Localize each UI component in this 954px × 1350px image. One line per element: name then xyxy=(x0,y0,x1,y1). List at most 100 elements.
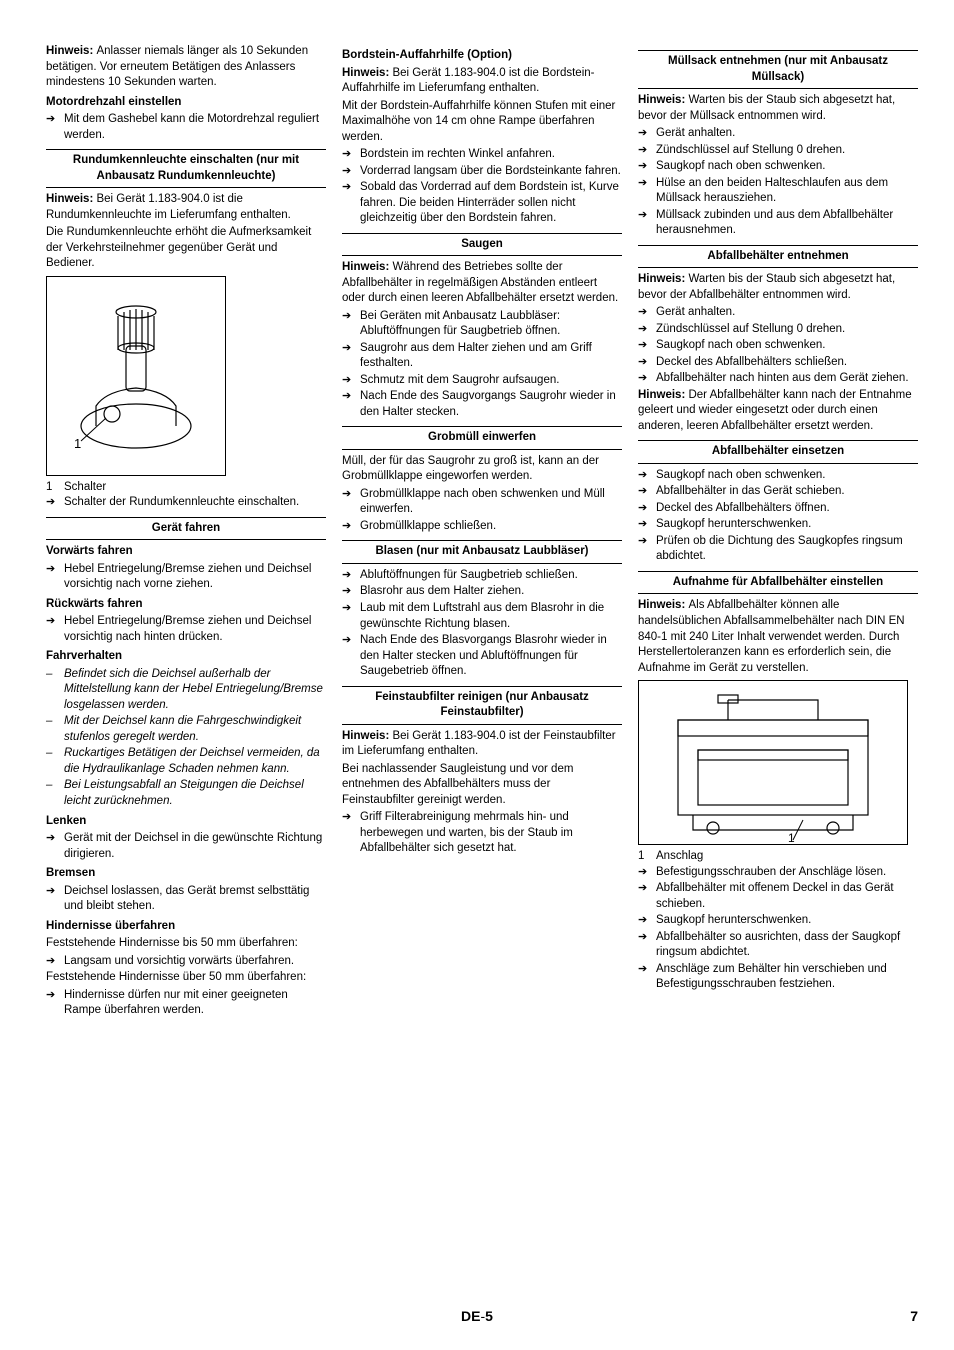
arrow-list: Hebel Entriegelung/Bremse ziehen und Dei… xyxy=(46,562,326,593)
list-item: Abfallbehälter so ausrichten, dass der S… xyxy=(638,930,918,961)
list-item: Abfallbehälter in das Gerät schieben. xyxy=(638,484,918,500)
footer-subpage: 5 xyxy=(485,1307,493,1326)
list-item: Befindet sich die Deichsel außerhalb der… xyxy=(46,667,326,714)
page-footer: DE - 5 7 xyxy=(0,1307,954,1326)
list-item: Nach Ende des Blasvorgangs Blasrohr wied… xyxy=(342,633,622,680)
subheading: Bremsen xyxy=(46,866,326,882)
list-item: Prüfen ob die Dichtung des Saugkopfes ri… xyxy=(638,534,918,565)
caption-number: 1 xyxy=(638,849,644,865)
list-item: Mit der Deichsel kann die Fahrgeschwindi… xyxy=(46,714,326,745)
column-2: Bordstein-Auffahrhilfe (Option) Hinweis:… xyxy=(342,44,622,1020)
list-item: Hindernisse dürfen nur mit einer geeigne… xyxy=(46,988,326,1019)
list-item: Vorderrad langsam über die Bordsteinkant… xyxy=(342,164,622,180)
caption-text: Schalter xyxy=(64,481,106,493)
paragraph: Mit der Bordstein-Auffahrhilfe können St… xyxy=(342,99,622,146)
beacon-figure: 1 xyxy=(46,276,226,476)
subheading: Lenken xyxy=(46,814,326,830)
list-item: Mit dem Gashebel kann die Motordrehzal r… xyxy=(46,112,326,143)
list-item: Abfallbehälter nach hinten aus dem Gerät… xyxy=(638,371,918,387)
list-item: Blasrohr aus dem Halter ziehen. xyxy=(342,584,622,600)
hint-label: Hinweis: xyxy=(638,94,688,106)
subheading: Bordstein-Auffahrhilfe (Option) xyxy=(342,48,622,64)
figure-caption: 1 Schalter xyxy=(46,480,326,496)
section-heading: Abfallbehälter entnehmen xyxy=(638,245,918,269)
subheading: Hindernisse überfahren xyxy=(46,919,326,935)
subheading: Rückwärts fahren xyxy=(46,597,326,613)
figure-callout-1: 1 xyxy=(74,436,81,451)
arrow-list: Bordstein im rechten Winkel anfahren. Vo… xyxy=(342,147,622,227)
column-3: Müllsack entnehmen (nur mit Anbausatz Mü… xyxy=(638,44,918,1020)
list-item: Deckel des Abfallbehälters schließen. xyxy=(638,355,918,371)
list-item: Saugkopf nach oben schwenken. xyxy=(638,468,918,484)
section-heading: Feinstaubfilter reinigen (nur Anbausatz … xyxy=(342,686,622,725)
arrow-list: Befestigungsschrauben der Anschläge löse… xyxy=(638,865,918,993)
list-item: Gerät mit der Deichsel in die gewünschte… xyxy=(46,831,326,862)
caption-number: 1 xyxy=(46,480,52,496)
section-heading: Müllsack entnehmen (nur mit Anbausatz Mü… xyxy=(638,50,918,89)
dash-list: Befindet sich die Deichsel außerhalb der… xyxy=(46,667,326,810)
list-item: Hülse an den beiden Halteschlaufen aus d… xyxy=(638,176,918,207)
list-item: Zündschlüssel auf Stellung 0 drehen. xyxy=(638,143,918,159)
hint-label: Hinweis: xyxy=(342,730,392,742)
hint-text: Hinweis: Warten bis der Staub sich abges… xyxy=(638,93,918,124)
list-item: Deckel des Abfallbehälters öffnen. xyxy=(638,501,918,517)
arrow-list: Gerät anhalten. Zündschlüssel auf Stellu… xyxy=(638,305,918,387)
list-item: Hebel Entriegelung/Bremse ziehen und Dei… xyxy=(46,614,326,645)
list-item: Anschläge zum Behälter hin verschieben u… xyxy=(638,962,918,993)
hint-text: Hinweis: Bei Gerät 1.183-904.0 ist die B… xyxy=(342,66,622,97)
arrow-list: Griff Filterabreinigung mehrmals hin- un… xyxy=(342,810,622,857)
section-heading: Abfallbehälter einsetzen xyxy=(638,440,918,464)
list-item: Zündschlüssel auf Stellung 0 drehen. xyxy=(638,322,918,338)
arrow-list: Abluftöffnungen für Saugbetrieb schließe… xyxy=(342,568,622,680)
list-item: Abluftöffnungen für Saugbetrieb schließe… xyxy=(342,568,622,584)
hint-label: Hinweis: xyxy=(342,261,392,273)
list-item: Nach Ende des Saugvorgangs Saugrohr wied… xyxy=(342,389,622,420)
footer-lang: DE xyxy=(461,1307,480,1326)
list-item: Befestigungsschrauben der Anschläge löse… xyxy=(638,865,918,881)
arrow-list: Mit dem Gashebel kann die Motordrehzal r… xyxy=(46,112,326,143)
subheading: Fahrverhalten xyxy=(46,649,326,665)
paragraph: Feststehende Hindernisse über 50 mm über… xyxy=(46,970,326,986)
arrow-list: Saugkopf nach oben schwenken. Abfallbehä… xyxy=(638,468,918,565)
container-figure: 1 xyxy=(638,680,908,845)
column-1: Hinweis: Anlasser niemals länger als 10 … xyxy=(46,44,326,1020)
hint-label: Hinweis: xyxy=(46,193,96,205)
list-item: Griff Filterabreinigung mehrmals hin- un… xyxy=(342,810,622,857)
section-heading: Grobmüll einwerfen xyxy=(342,426,622,450)
hint-text: Hinweis: Bei Gerät 1.183-904.0 ist die R… xyxy=(46,192,326,223)
arrow-list: Langsam und vorsichtig vorwärts überfahr… xyxy=(46,954,326,970)
list-item: Müllsack zubinden und aus dem Abfallbehä… xyxy=(638,208,918,239)
hint-text: Hinweis: Der Abfallbehälter kann nach de… xyxy=(638,388,918,435)
list-item: Deichsel loslassen, das Gerät bremst sel… xyxy=(46,884,326,915)
hint-label: Hinweis: xyxy=(638,389,688,401)
list-item: Bordstein im rechten Winkel anfahren. xyxy=(342,147,622,163)
figure-callout-1: 1 xyxy=(788,831,795,845)
list-item: Saugrohr aus dem Halter ziehen und am Gr… xyxy=(342,341,622,372)
section-heading: Saugen xyxy=(342,233,622,257)
footer-page-number: 7 xyxy=(910,1307,918,1326)
list-item: Schalter der Rundumkennleuchte einschalt… xyxy=(46,495,326,511)
list-item: Grobmüllklappe schließen. xyxy=(342,519,622,535)
list-item: Langsam und vorsichtig vorwärts überfahr… xyxy=(46,954,326,970)
paragraph: Müll, der für das Saugrohr zu groß ist, … xyxy=(342,454,622,485)
page-columns: Hinweis: Anlasser niemals länger als 10 … xyxy=(46,44,918,1020)
hint-label: Hinweis: xyxy=(342,67,392,79)
list-item: Bei Leistungsabfall an Steigungen die De… xyxy=(46,778,326,809)
list-item: Ruckartiges Betätigen der Deichsel verme… xyxy=(46,746,326,777)
paragraph: Bei nachlassender Saugleistung und vor d… xyxy=(342,762,622,809)
arrow-list: Schalter der Rundumkennleuchte einschalt… xyxy=(46,495,326,511)
hint-text: Hinweis: Bei Gerät 1.183-904.0 ist der F… xyxy=(342,729,622,760)
arrow-list: Hebel Entriegelung/Bremse ziehen und Dei… xyxy=(46,614,326,645)
list-item: Saugkopf nach oben schwenken. xyxy=(638,159,918,175)
list-item: Schmutz mit dem Saugrohr aufsaugen. xyxy=(342,373,622,389)
list-item: Gerät anhalten. xyxy=(638,126,918,142)
hint-text: Hinweis: Anlasser niemals länger als 10 … xyxy=(46,44,326,91)
subheading: Vorwärts fahren xyxy=(46,544,326,560)
arrow-list: Deichsel loslassen, das Gerät bremst sel… xyxy=(46,884,326,915)
section-heading: Rundumkennleuchte einschalten (nur mit A… xyxy=(46,149,326,188)
figure-caption: 1 Anschlag xyxy=(638,849,918,865)
hint-text: Hinweis: Als Abfallbehälter können alle … xyxy=(638,598,918,676)
caption-text: Anschlag xyxy=(656,850,703,862)
list-item: Saugkopf herunterschwenken. xyxy=(638,517,918,533)
list-item: Saugkopf nach oben schwenken. xyxy=(638,338,918,354)
